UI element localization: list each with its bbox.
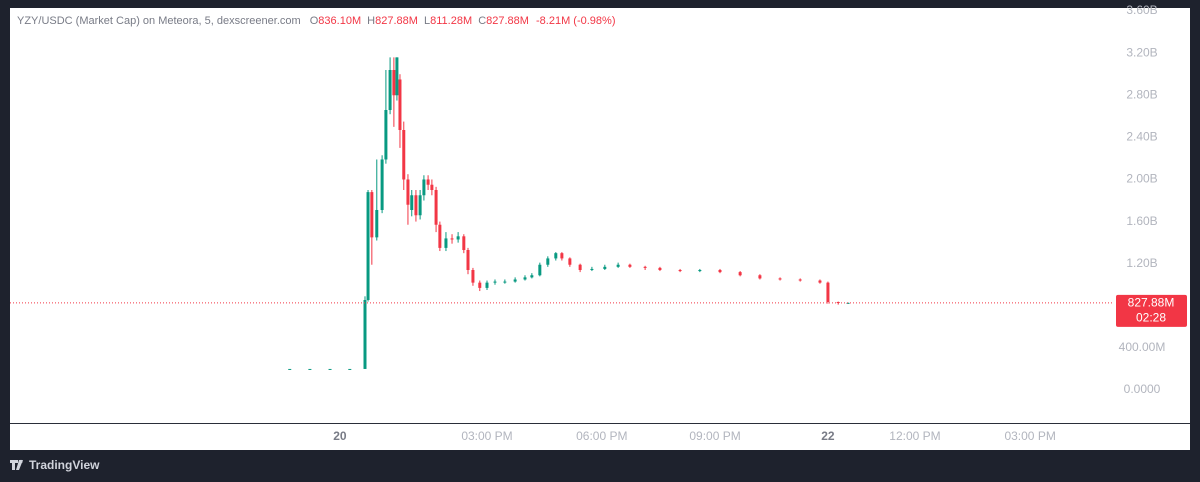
x-tick-label: 03:00 PM xyxy=(1004,429,1055,443)
candle-body xyxy=(826,282,830,302)
candle-body xyxy=(503,281,507,283)
candle-body xyxy=(392,70,396,96)
candle-body xyxy=(456,236,460,240)
x-tick-label: 06:00 PM xyxy=(576,429,627,443)
candle-body xyxy=(406,179,410,205)
candle-body xyxy=(466,250,470,270)
candle-body xyxy=(410,195,414,210)
candles xyxy=(288,57,850,370)
ohlc-label: H xyxy=(367,15,375,27)
candle-body xyxy=(818,280,822,283)
ohlc-label: C xyxy=(478,15,486,27)
candle-body xyxy=(478,282,482,288)
y-tick-label: 2.80B xyxy=(1126,87,1157,101)
candle-body xyxy=(538,264,542,276)
candle-body xyxy=(678,270,682,272)
chart-panel xyxy=(10,8,1190,450)
candle-body xyxy=(462,236,466,250)
y-tick-label: 400.00M xyxy=(1119,340,1166,354)
candle-body xyxy=(444,238,448,248)
candle-body xyxy=(414,195,418,216)
candle-body xyxy=(388,70,392,110)
candle-body xyxy=(738,272,742,276)
candle-body xyxy=(366,192,370,300)
candle-body xyxy=(658,267,662,270)
x-tick-label: 22 xyxy=(821,429,835,443)
brand-logo-dot xyxy=(19,459,23,464)
brand-logo xyxy=(10,460,23,470)
footer: TradingView xyxy=(10,458,100,472)
candle-body xyxy=(590,268,594,270)
candle-body xyxy=(375,210,379,238)
candle-body xyxy=(485,282,489,288)
ohlc-value: 827.88M xyxy=(375,15,418,27)
candle-body xyxy=(395,57,399,96)
candle-body xyxy=(778,278,782,280)
candle-body xyxy=(450,238,454,240)
candle-body xyxy=(568,258,572,265)
candle-body xyxy=(603,266,607,269)
candle-body xyxy=(846,302,850,304)
candle-body xyxy=(380,159,384,210)
y-tick-label: 3.20B xyxy=(1126,45,1157,59)
ohlc-value: 827.88M xyxy=(486,15,529,27)
ohlc-value: 811.28M xyxy=(430,15,472,27)
chart-header: YZY/USDC (Market Cap) on Meteora, 5, dex… xyxy=(17,15,616,27)
candle-body xyxy=(434,190,438,225)
candle-body xyxy=(418,195,422,216)
ohlc-label: L xyxy=(424,15,430,27)
candle-body xyxy=(328,368,332,370)
ohlc-value: 836.10M xyxy=(318,15,361,27)
candle-body xyxy=(560,253,564,259)
y-tick-label: 0.0000 xyxy=(1124,382,1161,396)
candle-body xyxy=(471,270,475,283)
change: -8.21M (-0.98%) xyxy=(536,15,615,27)
y-tick-label: 2.00B xyxy=(1126,172,1157,186)
candle-body xyxy=(363,300,367,369)
candle-body xyxy=(402,130,406,180)
countdown: 02:28 xyxy=(1136,311,1166,325)
y-tick-label: 2.40B xyxy=(1126,130,1157,144)
candle-body xyxy=(438,224,442,248)
candle-body xyxy=(616,264,620,267)
candle-body xyxy=(513,279,517,282)
x-tick-label: 20 xyxy=(333,429,347,443)
last-price-label: 827.88M xyxy=(1128,296,1175,310)
candle-body xyxy=(398,79,402,130)
candle-body xyxy=(384,110,388,160)
candle-body xyxy=(718,270,722,273)
last-price-box xyxy=(1116,294,1187,327)
y-tick-label: 1.20B xyxy=(1126,256,1157,270)
candle-body xyxy=(798,279,802,281)
y-tick-label: 3.60B xyxy=(1126,3,1157,17)
candle-body xyxy=(348,368,352,370)
candle-body xyxy=(554,253,558,259)
chart-title: YZY/USDC (Market Cap) on Meteora, 5, dex… xyxy=(17,15,301,27)
candle-body xyxy=(698,270,702,272)
y-tick-label: 1.60B xyxy=(1126,214,1157,228)
candle-body xyxy=(628,264,632,267)
candle-body xyxy=(422,179,426,196)
candle-body xyxy=(546,258,550,265)
x-tick-label: 03:00 PM xyxy=(461,429,512,443)
candle-body xyxy=(523,277,527,280)
x-tick-label: 12:00 PM xyxy=(889,429,940,443)
candle-body xyxy=(643,266,647,268)
candle-body xyxy=(530,275,534,278)
candle-body xyxy=(370,192,374,238)
ohlc-label: O xyxy=(310,15,319,27)
brand-name: TradingView xyxy=(29,458,100,472)
candle-body xyxy=(430,184,434,190)
candle-body xyxy=(288,368,292,370)
candle-body xyxy=(493,281,497,283)
candle-body xyxy=(426,179,430,185)
x-tick-label: 09:00 PM xyxy=(689,429,740,443)
candle-body xyxy=(578,264,582,270)
candle-body xyxy=(758,275,762,279)
candle-body xyxy=(308,368,312,370)
